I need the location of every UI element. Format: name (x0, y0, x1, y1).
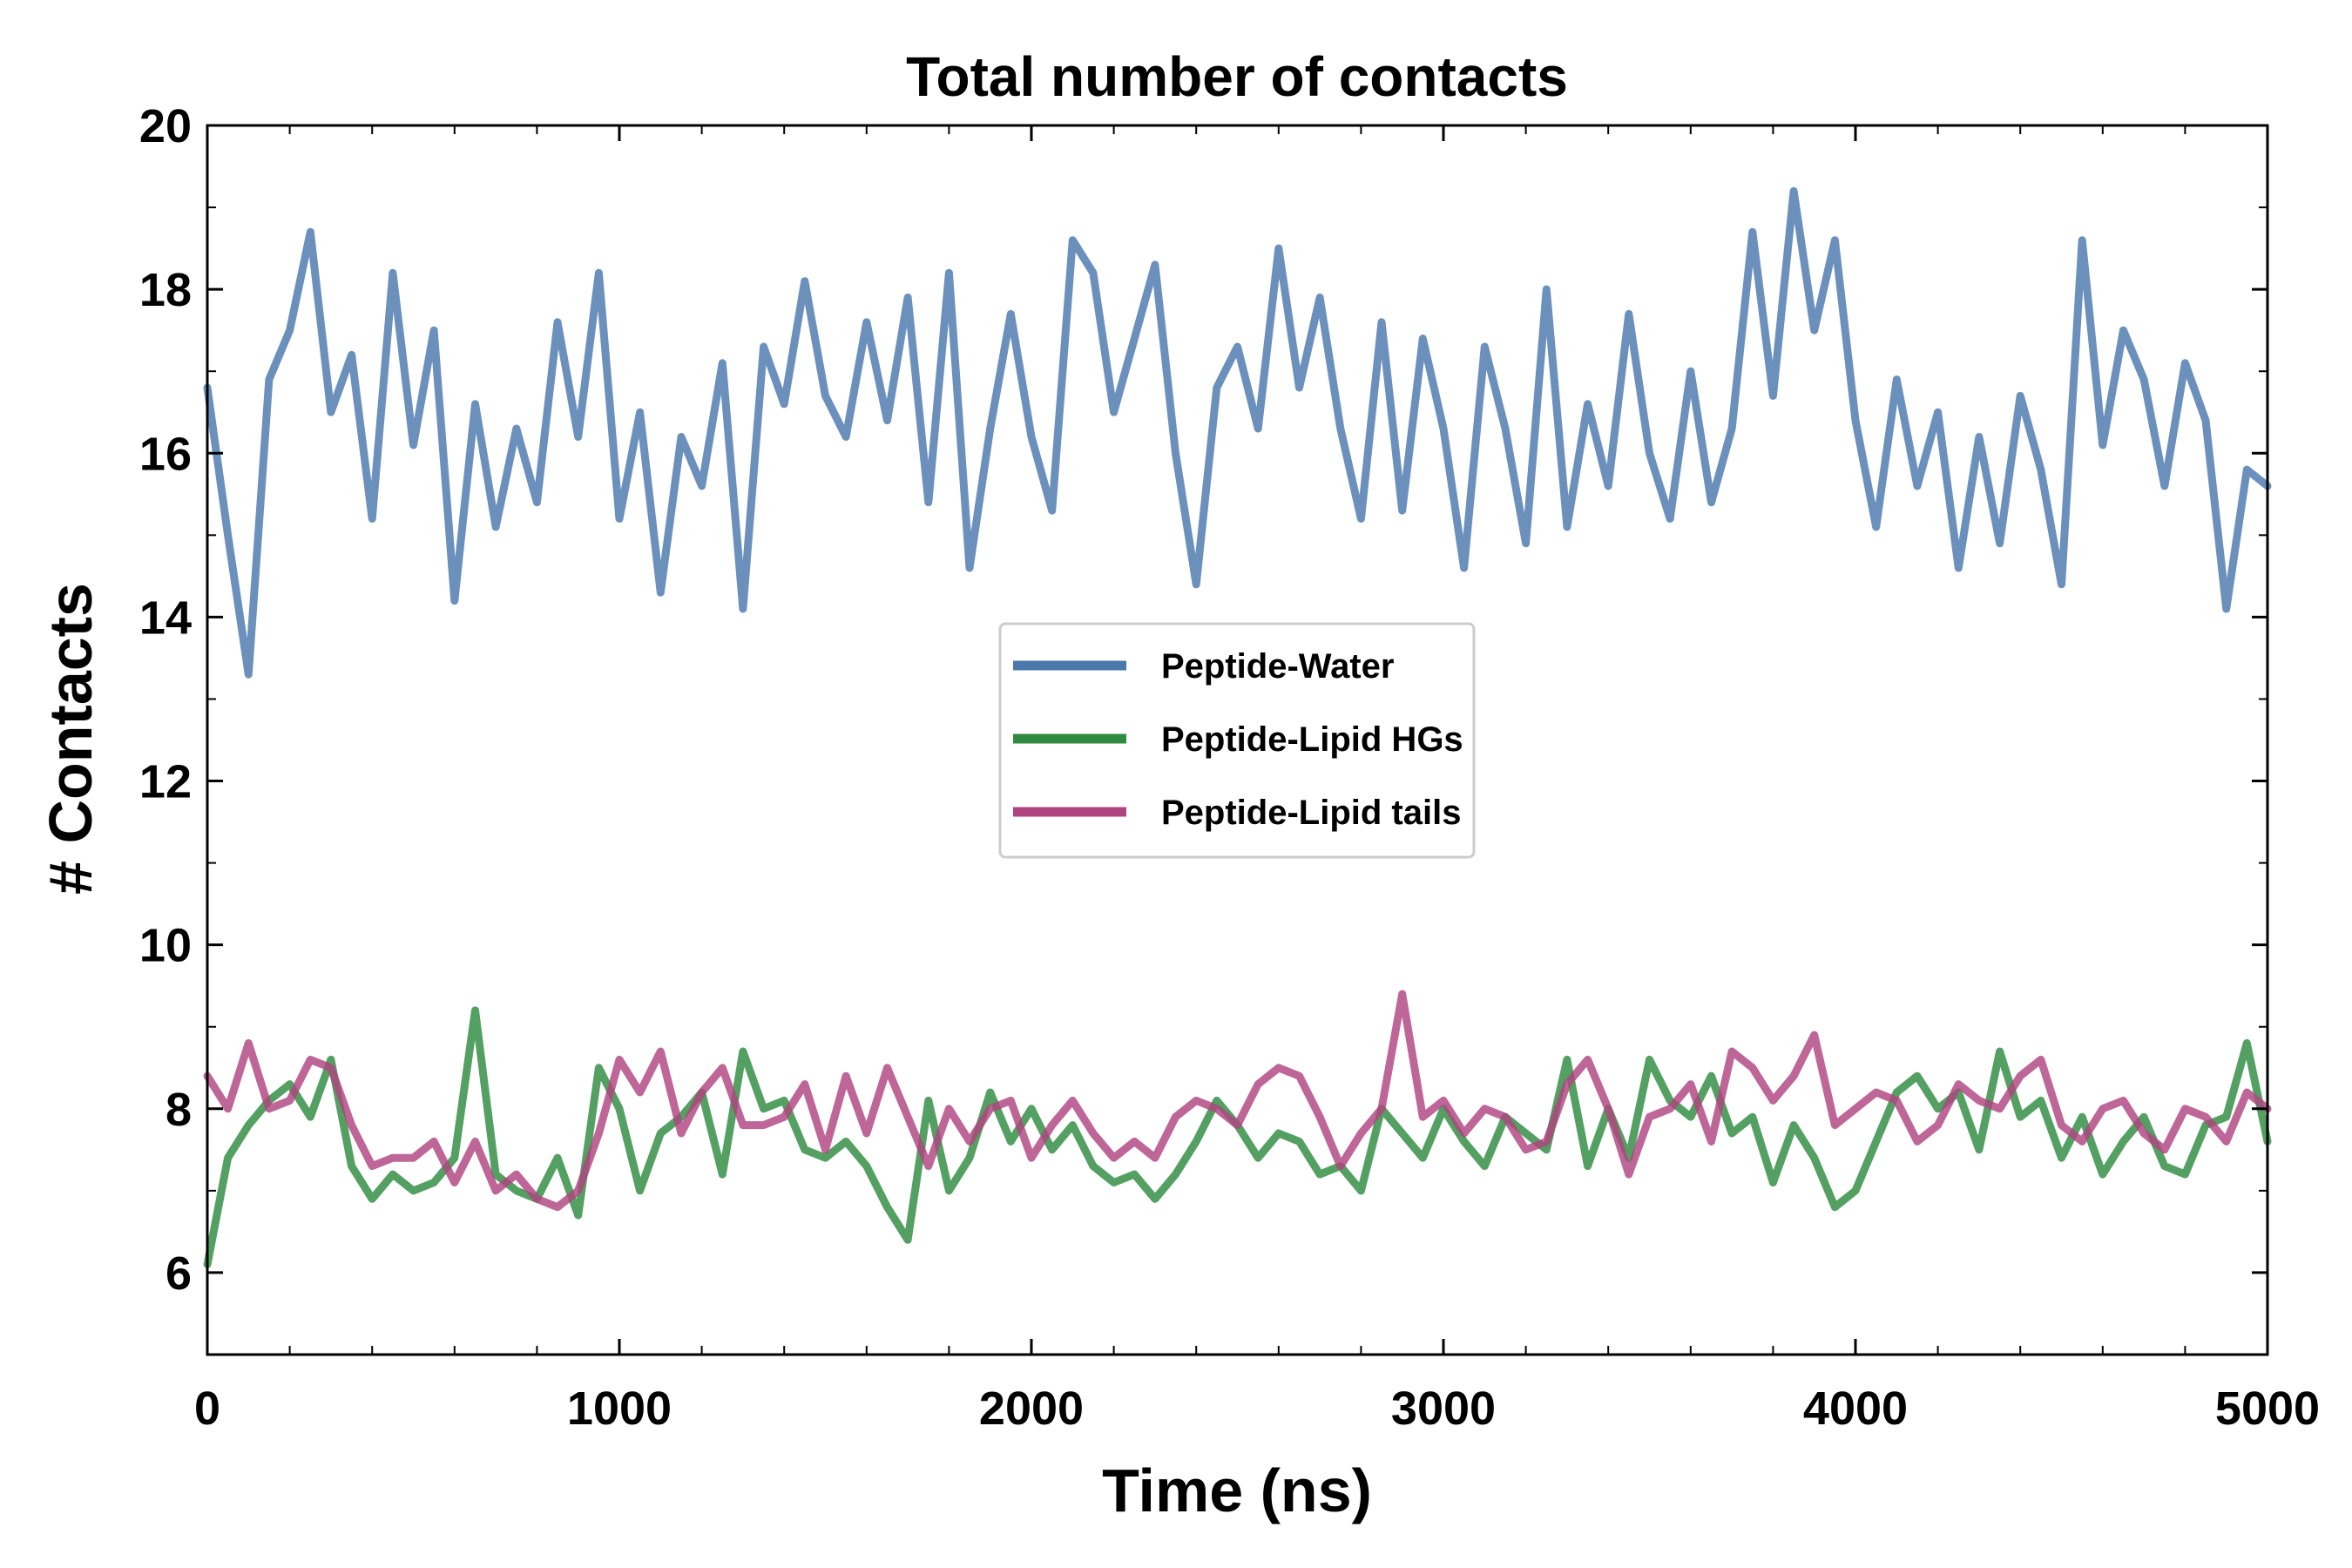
legend-box (998, 622, 1476, 859)
series-line-0 (203, 186, 2272, 679)
x-axis-label: Time (ns) (1102, 1456, 1372, 1524)
x-tick-label: 0 (194, 1382, 220, 1435)
legend-label-1: Peptide-Lipid HGs (1161, 720, 1463, 759)
y-tick-label: 12 (139, 756, 192, 808)
ticks-layer: 0 1000 2000 3000 4000 5000 6 8 10 12 14 16 18 20 (139, 100, 2320, 1435)
y-tick-label: 10 (139, 920, 192, 972)
y-tick-label: 16 (139, 428, 192, 480)
y-tick-label: 8 (166, 1084, 192, 1136)
legend-label-0: Peptide-Water (1161, 647, 1394, 686)
y-axis-label: # Contacts (37, 583, 105, 895)
x-tick-label: 2000 (979, 1382, 1084, 1435)
plot-frame (206, 124, 2269, 1356)
y-tick-label: 6 (166, 1247, 192, 1300)
legend-label-2: Peptide-Lipid tails (1161, 794, 1461, 832)
y-tick-label: 14 (139, 591, 192, 644)
x-tick-label: 3000 (1391, 1382, 1496, 1435)
x-tick-label: 5000 (2215, 1382, 2320, 1435)
x-tick-label: 4000 (1803, 1382, 1908, 1435)
y-tick-label: 20 (139, 100, 192, 152)
series-line-2 (203, 990, 2272, 1212)
x-tick-label: 1000 (567, 1382, 672, 1435)
legend: Peptide-Water Peptide-Lipid HGs Peptide-Li… (998, 622, 1476, 859)
series-layer (203, 186, 2272, 1268)
chart-title: Total number of contacts (906, 45, 1568, 108)
y-tick-label: 18 (139, 264, 192, 316)
